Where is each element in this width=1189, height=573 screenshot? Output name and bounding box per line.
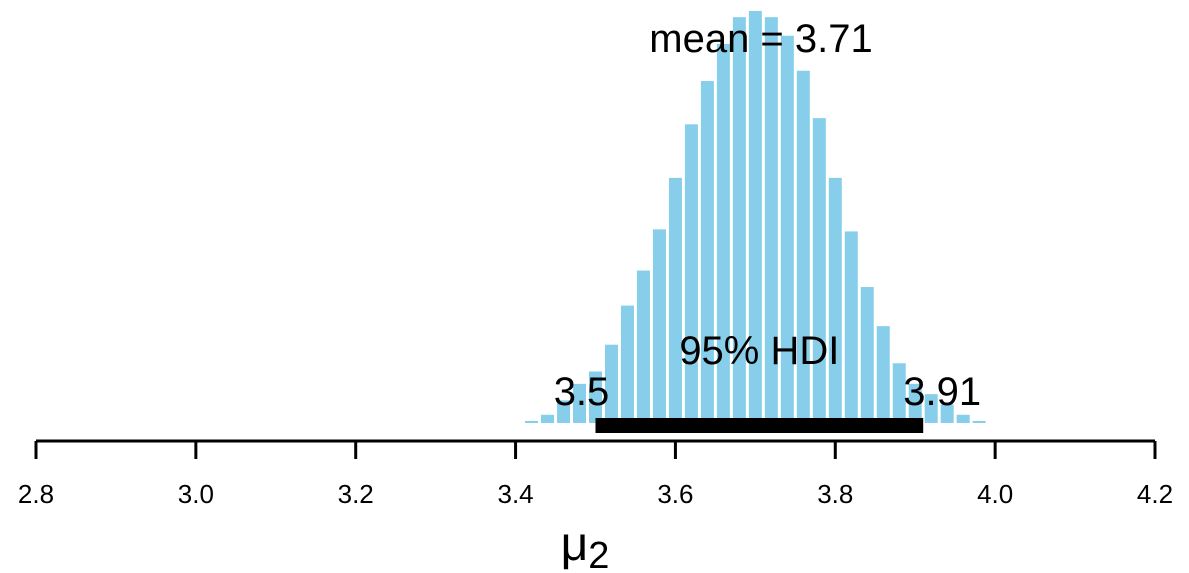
histogram-bar <box>684 124 698 424</box>
x-tick-label: 3.2 <box>338 479 374 509</box>
hdi-low-label: 3.5 <box>554 370 610 414</box>
histogram-bar <box>652 229 666 423</box>
histogram-bar <box>860 287 874 423</box>
histogram-bar <box>589 371 602 423</box>
histogram-bar <box>764 17 778 424</box>
hdi-label: 95% HDI <box>679 329 839 373</box>
x-tick-label: 3.4 <box>497 479 533 509</box>
histogram-bar <box>828 177 842 423</box>
histogram-bar <box>620 305 634 423</box>
histogram-bars <box>525 11 986 424</box>
histogram-bar <box>557 400 571 423</box>
x-tick-label: 4.2 <box>1137 479 1173 509</box>
histogram-bar <box>604 344 618 423</box>
histogram-bar <box>876 326 890 423</box>
histogram-bar <box>956 414 970 423</box>
x-axis-label-symbol: μ <box>561 518 589 571</box>
x-tick-label: 4.0 <box>977 479 1013 509</box>
histogram-bar <box>636 270 650 423</box>
histogram-bar <box>940 404 954 423</box>
histogram-bar <box>924 394 938 423</box>
histogram-bar <box>748 11 762 423</box>
hdi-bar <box>595 418 924 433</box>
x-axis-label: μ2 <box>561 518 610 573</box>
histogram-bar <box>541 414 555 423</box>
x-tick-label: 3.8 <box>817 479 853 509</box>
histogram-bar <box>732 17 746 424</box>
x-tick-label: 3.0 <box>178 479 214 509</box>
histogram-bar <box>573 383 587 423</box>
x-axis-label-subscript: 2 <box>588 535 609 573</box>
x-axis: 2.8 3.0 3.2 3.4 3.6 3.8 4.0 4.2 <box>18 439 1173 509</box>
histogram-bar <box>796 70 810 424</box>
histogram-bar <box>908 383 922 423</box>
histogram-bar <box>780 35 794 423</box>
histogram-bar <box>525 420 539 423</box>
histogram-bar <box>700 81 714 423</box>
mean-annotation: mean = 3.71 <box>649 17 873 61</box>
histogram-bar <box>812 118 826 424</box>
hdi-high-label: 3.91 <box>903 370 981 414</box>
x-tick-label: 2.8 <box>18 479 54 509</box>
x-tick-label: 3.6 <box>657 479 693 509</box>
histogram-bar <box>844 231 858 423</box>
x-axis-ticks: 2.8 3.0 3.2 3.4 3.6 3.8 4.0 4.2 <box>18 441 1173 509</box>
histogram-bar <box>668 177 682 423</box>
histogram-bar <box>716 43 730 424</box>
histogram-bar <box>972 420 986 423</box>
histogram-bar <box>892 363 906 423</box>
